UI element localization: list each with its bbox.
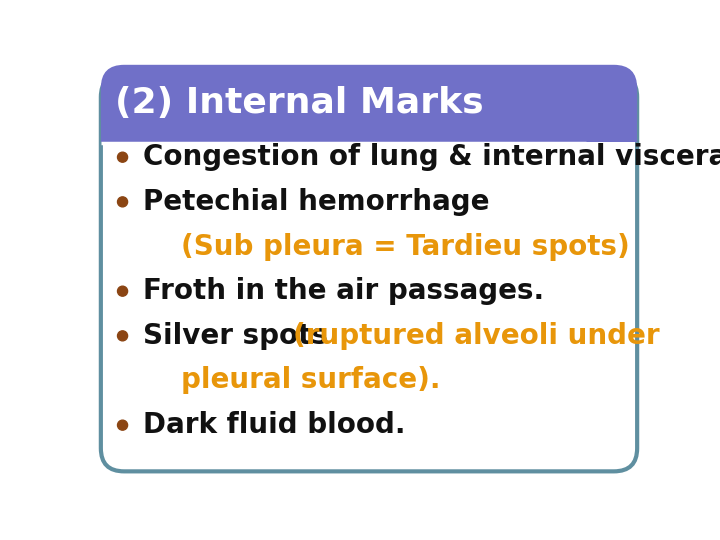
Text: (Sub pleura = Tardieu spots): (Sub pleura = Tardieu spots) [181,233,630,260]
Text: Petechial hemorrhage: Petechial hemorrhage [143,188,489,216]
Circle shape [117,286,127,296]
Circle shape [117,420,127,430]
Text: pleural surface).: pleural surface). [181,367,441,395]
Text: Silver spots: Silver spots [143,322,337,350]
Text: Froth in the air passages.: Froth in the air passages. [143,277,544,305]
Circle shape [117,331,127,341]
Circle shape [117,197,127,207]
Text: (2) Internal Marks: (2) Internal Marks [114,86,483,120]
Text: Dark fluid blood.: Dark fluid blood. [143,411,405,439]
Text: (ruptured alveoli under: (ruptured alveoli under [294,322,660,350]
Text: Congestion of lung & internal viscera.: Congestion of lung & internal viscera. [143,143,720,171]
Circle shape [117,152,127,162]
Bar [101,119,637,142]
FancyBboxPatch shape [101,74,637,471]
FancyBboxPatch shape [101,65,637,142]
